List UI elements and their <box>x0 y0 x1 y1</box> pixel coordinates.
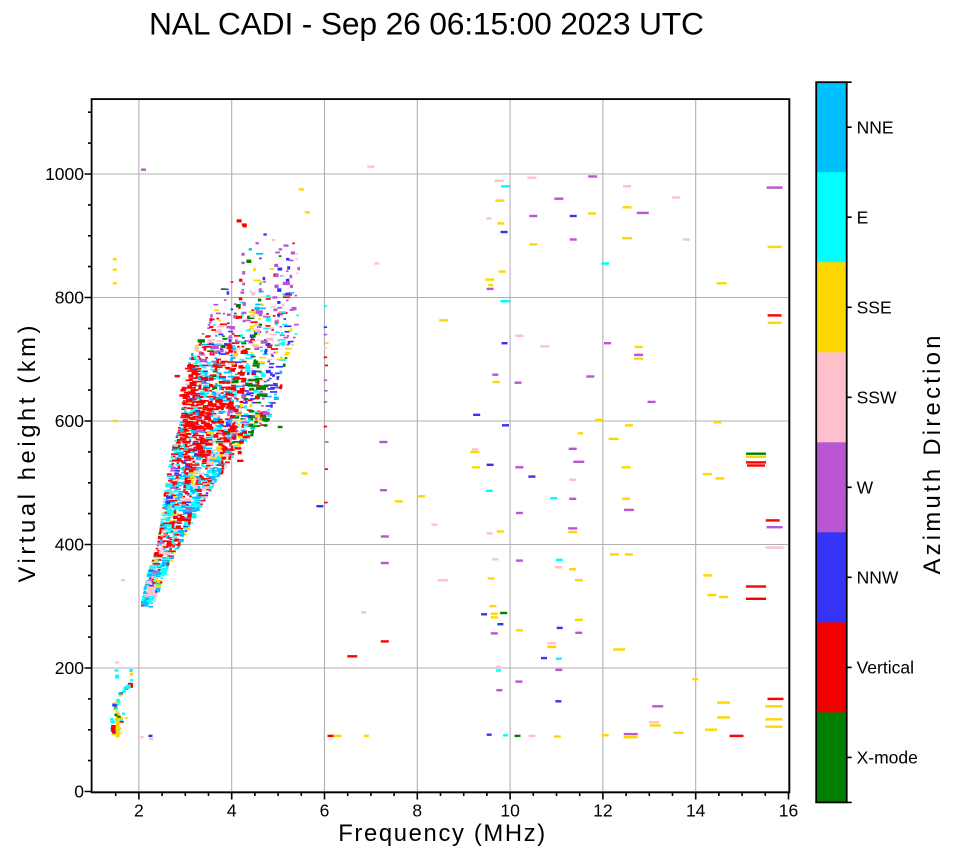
svg-text:Vertical: Vertical <box>857 658 914 678</box>
svg-text:2: 2 <box>134 801 144 821</box>
svg-text:1000: 1000 <box>45 164 84 184</box>
svg-text:10: 10 <box>500 801 520 821</box>
svg-text:NNW: NNW <box>857 568 899 588</box>
svg-text:8: 8 <box>412 801 422 821</box>
svg-text:Azimuth Direction: Azimuth Direction <box>919 336 946 575</box>
svg-text:14: 14 <box>686 801 706 821</box>
svg-text:Virtual height (km): Virtual height (km) <box>14 326 41 583</box>
svg-text:E: E <box>857 207 869 227</box>
svg-text:SSE: SSE <box>857 298 892 318</box>
svg-text:12: 12 <box>593 801 612 821</box>
svg-text:SSW: SSW <box>857 388 897 408</box>
svg-text:Frequency (MHz): Frequency (MHz) <box>338 820 545 847</box>
svg-text:4: 4 <box>227 801 237 821</box>
svg-text:6: 6 <box>320 801 330 821</box>
svg-text:X-mode: X-mode <box>857 748 918 768</box>
svg-text:16: 16 <box>779 801 798 821</box>
svg-text:NAL CADI - Sep 26 06:15:00 202: NAL CADI - Sep 26 06:15:00 2023 UTC <box>149 6 704 42</box>
svg-text:NNE: NNE <box>857 117 894 137</box>
svg-text:600: 600 <box>55 411 84 431</box>
svg-text:800: 800 <box>55 288 84 308</box>
svg-text:400: 400 <box>55 535 84 555</box>
svg-text:0: 0 <box>74 782 84 802</box>
svg-text:W: W <box>857 478 874 498</box>
svg-text:200: 200 <box>55 658 84 678</box>
